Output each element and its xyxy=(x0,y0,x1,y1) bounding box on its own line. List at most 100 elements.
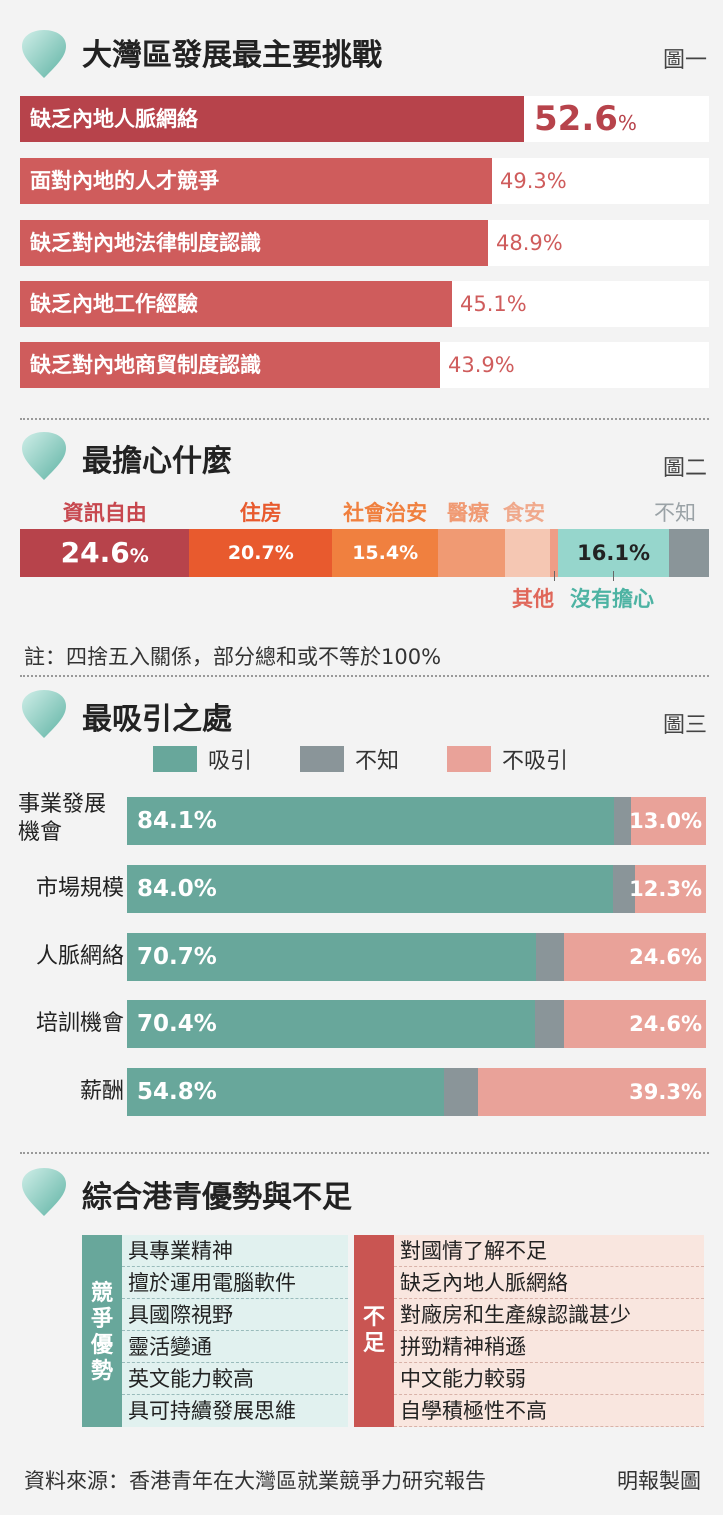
table-item: 具可持續發展思維 xyxy=(128,1399,296,1423)
not-attract-value: 24.6% xyxy=(629,945,702,969)
attraction-segment xyxy=(534,1000,565,1048)
teal-drop-icon xyxy=(22,432,66,480)
teal-drop-icon xyxy=(22,690,66,738)
side-label-char: 不 xyxy=(362,1305,385,1330)
worry-category-label: 資訊自由 xyxy=(62,501,147,525)
worry-segment: 20.7% xyxy=(189,529,333,577)
table-item: 英文能力較高 xyxy=(122,1363,348,1395)
figure2-label: 圖二 xyxy=(662,456,707,481)
attraction-category-label: 薪酬 xyxy=(79,1079,124,1104)
table-title: 綜合港青優勢與不足 xyxy=(82,1180,352,1215)
figure1-title: 大灣區發展最主要挑戰 xyxy=(82,38,382,73)
challenge-bar xyxy=(20,158,492,204)
challenge-value: 49.3% xyxy=(500,169,567,193)
figure3-title: 最吸引之處 xyxy=(82,702,232,737)
callout-no-worry-label: 沒有擔心 xyxy=(570,587,654,611)
challenge-value: 52.6% xyxy=(534,99,637,139)
attraction-row: 54.8% 39.3% xyxy=(127,1068,707,1116)
attract-value: 70.4% xyxy=(137,1011,217,1037)
attraction-segment xyxy=(536,933,565,981)
challenge-row: 面對內地的人才競爭 49.3% xyxy=(20,158,709,204)
divider xyxy=(20,1152,709,1154)
attraction-segment xyxy=(634,865,707,913)
challenge-label: 缺乏對內地法律制度認識 xyxy=(30,231,261,255)
advantages-list: 具專業精神 擅於運用電腦軟件 具國際視野 靈活變通 英文能力較高 具可持續發展思維 xyxy=(122,1235,348,1427)
attraction-segment xyxy=(127,865,614,913)
worry-value: 24.6% xyxy=(60,536,149,569)
challenge-value-unit: % xyxy=(546,169,567,193)
attraction-segment xyxy=(563,1000,707,1048)
attraction-segment xyxy=(613,865,636,913)
attraction-segment xyxy=(444,1068,479,1116)
attract-value: 70.7% xyxy=(137,944,217,970)
divider xyxy=(20,675,709,677)
attract-value: 84.0% xyxy=(137,876,217,902)
weaknesses-list: 對國情了解不足 缺乏內地人脈網絡 對廠房和生產線認識甚少 拼勁精神稍遜 中文能力較弱 自學… xyxy=(394,1235,704,1427)
side-label-char: 足 xyxy=(362,1331,385,1356)
challenge-label: 缺乏對內地商貿制度認識 xyxy=(30,353,261,377)
attraction-category-label: 市場規模 xyxy=(35,876,124,901)
attraction-segment xyxy=(127,797,615,845)
attraction-segment xyxy=(478,1068,707,1116)
worry-segment: 15.4% xyxy=(332,529,439,577)
attraction-row: 84.1% 13.0% xyxy=(127,797,707,845)
worry-segment xyxy=(669,529,710,577)
table-item: 拼勁精神稍遜 xyxy=(394,1331,704,1363)
teal-drop-icon xyxy=(22,30,66,78)
challenge-row: 缺乏內地工作經驗 45.1% xyxy=(20,281,709,327)
legend-label-unknown: 不知 xyxy=(355,749,400,774)
rounding-note: 註：四捨五入關係，部分總和或不等於100% xyxy=(24,645,442,669)
weaknesses-label: 不足 xyxy=(354,1235,394,1427)
challenge-value-unit: % xyxy=(542,231,563,255)
divider xyxy=(20,418,709,420)
table-item: 靈活變通 xyxy=(122,1331,348,1363)
challenge-value: 48.9% xyxy=(496,231,563,255)
attraction-segment xyxy=(127,1000,536,1048)
table-item: 缺乏內地人脈網絡 xyxy=(394,1267,704,1299)
challenge-value-unit: % xyxy=(494,353,515,377)
legend-label-attract: 吸引 xyxy=(208,749,253,774)
attraction-segment xyxy=(630,797,707,845)
figure2-title: 最擔心什麼 xyxy=(82,444,232,479)
worry-segment: 16.1% xyxy=(558,529,670,577)
worry-segment xyxy=(505,529,551,577)
challenge-value: 43.9% xyxy=(448,353,515,377)
attraction-row: 70.7% 24.6% xyxy=(127,933,707,981)
worry-category-label: 食安 xyxy=(503,501,545,525)
attraction-segment xyxy=(127,933,537,981)
attraction-segment xyxy=(127,1068,445,1116)
challenge-bar xyxy=(20,281,452,327)
legend-swatch-not-attract xyxy=(447,746,491,772)
not-attract-value: 39.3% xyxy=(629,1080,702,1104)
worry-category-label: 醫療 xyxy=(447,501,489,525)
challenge-bar xyxy=(20,96,524,142)
table-item: 對廠房和生產線認識甚少 xyxy=(394,1299,704,1331)
challenge-value: 45.1% xyxy=(460,292,527,316)
legend-swatch-unknown xyxy=(300,746,344,772)
challenge-row: 缺乏內地人脈網絡 52.6% xyxy=(20,96,709,142)
challenge-label: 缺乏內地人脈網絡 xyxy=(30,107,198,131)
side-label-char: 優 xyxy=(90,1333,113,1358)
table-item: 自學積極性不高 xyxy=(394,1395,704,1427)
table-item: 具國際視野 xyxy=(122,1299,348,1331)
worry-segment xyxy=(549,529,559,577)
worry-category-label: 不知 xyxy=(654,501,696,525)
challenge-row: 缺乏對內地法律制度認識 48.9% xyxy=(20,220,709,266)
challenge-bar xyxy=(20,342,440,388)
advantages-label: 競爭優勢 xyxy=(82,1235,122,1427)
attraction-row: 70.4% 24.6% xyxy=(127,1000,707,1048)
side-label-char: 競 xyxy=(90,1281,113,1306)
attract-value: 84.1% xyxy=(137,808,217,834)
worry-value-unit: % xyxy=(129,545,149,567)
attraction-category-label: 人脈網絡 xyxy=(35,944,124,969)
attraction-category-label: 培訓機會 xyxy=(35,1011,124,1036)
worry-segment xyxy=(438,529,506,577)
challenge-value-unit: % xyxy=(506,292,527,316)
worry-category-label: 住房 xyxy=(239,501,282,525)
challenge-row: 缺乏對內地商貿制度認識 43.9% xyxy=(20,342,709,388)
challenge-label: 面對內地的人才競爭 xyxy=(30,169,219,193)
attraction-segment xyxy=(563,933,707,981)
figure2-stacked-bar: 24.6% 20.7% 15.4% 16.1% xyxy=(20,529,710,577)
side-label-char: 勢 xyxy=(90,1359,113,1384)
figure3-label: 圖三 xyxy=(662,713,707,738)
